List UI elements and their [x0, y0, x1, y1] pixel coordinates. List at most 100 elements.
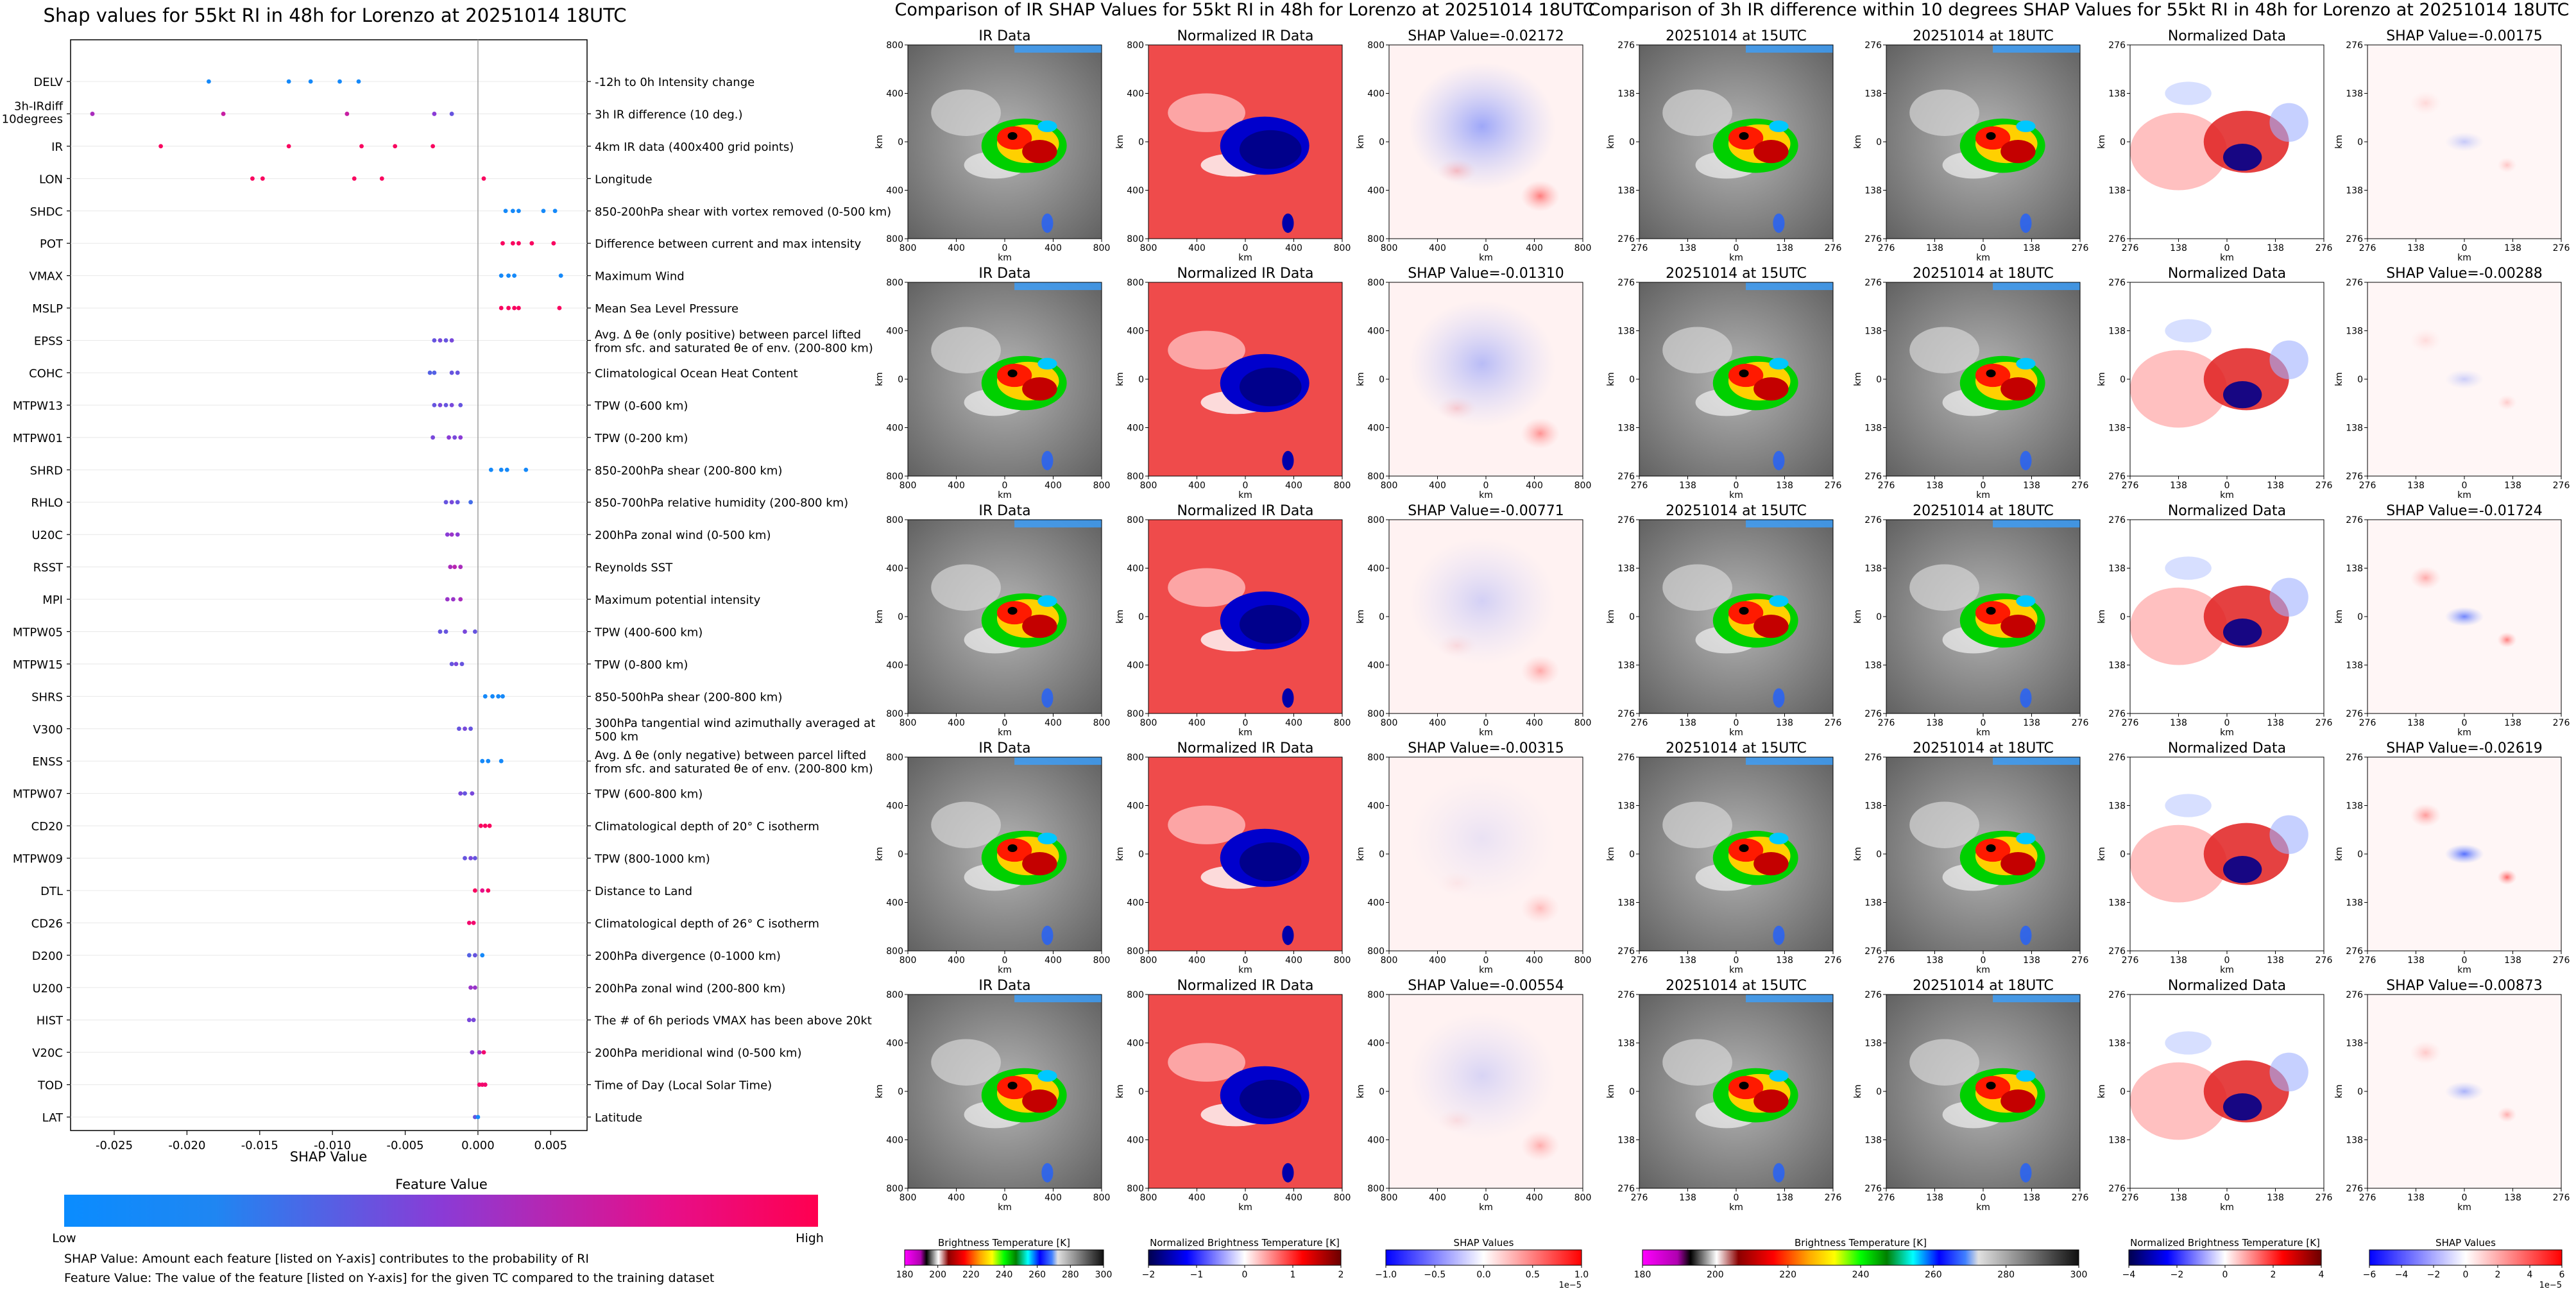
panel-y-tick-label: 138: [2346, 186, 2363, 196]
panel-y-label: km: [2097, 372, 2107, 386]
feature-description: Difference between current and max inten…: [595, 237, 862, 251]
shap-point: [379, 176, 384, 181]
panel-y-tick-label: 0: [1379, 612, 1385, 622]
shap-point: [468, 856, 473, 860]
panel-x-tick-label: 800: [1334, 481, 1351, 491]
panel-y-tick-label: 276: [1864, 1184, 1882, 1194]
panel-title: IR Data: [978, 740, 1030, 756]
panel-y-tick-label: 400: [1367, 186, 1385, 196]
panel-title: 20251014 at 18UTC: [1913, 28, 2054, 44]
shap-point: [445, 532, 450, 537]
colorbar-tick-label: 0: [1242, 1270, 1248, 1280]
panel-y-tick-label: 400: [886, 661, 903, 671]
feature-name: TOD: [37, 1079, 63, 1093]
panel-y-tick-label: 276: [2346, 753, 2363, 763]
shap-point: [490, 694, 495, 699]
panel-x-tick-label: 138: [2023, 718, 2040, 728]
panel-x-tick-label: 138: [2407, 718, 2425, 728]
panel-y-tick-label: 138: [1617, 661, 1635, 671]
panel-y-tick-label: 138: [1617, 564, 1635, 574]
panel-y-tick-label: 400: [886, 1136, 903, 1146]
panel-y-tick-label: 0: [1876, 849, 1882, 860]
panel-x-tick-label: 276: [1825, 243, 1842, 253]
panel-x-tick-label: 138: [2170, 243, 2187, 253]
colorbar-label: SHAP Values: [2435, 1237, 2496, 1249]
panel-y-tick-label: 276: [2346, 234, 2363, 244]
shap-point: [480, 758, 485, 764]
panel-y-tick-label: 0: [2120, 849, 2126, 860]
panel-y-tick-label: 276: [2346, 1184, 2363, 1194]
panel-y-tick-label: 138: [2346, 801, 2363, 812]
colorbar-tick-label: 220: [962, 1270, 980, 1280]
colorbar: [2128, 1249, 2322, 1266]
panel-x-tick-label: 276: [2359, 481, 2376, 491]
panel-y-tick-label: 276: [2346, 990, 2363, 1000]
panel-x-label: km: [1479, 253, 1493, 263]
panel-x-tick-label: 276: [2316, 243, 2333, 253]
colorbar-tick-label: 240: [996, 1270, 1013, 1280]
panel-y-tick-label: 138: [1617, 186, 1635, 196]
panel-y-label: km: [1853, 610, 1863, 624]
panel-y-tick-label: 800: [1367, 515, 1385, 525]
panel-y-tick-label: 0: [1379, 1087, 1385, 1097]
shap-point: [472, 985, 477, 990]
panel-x-tick-label: 0: [1002, 1193, 1008, 1203]
panel-y-label: km: [1606, 372, 1616, 386]
colorbar-tick-label: 180: [896, 1270, 914, 1280]
shap-point: [432, 402, 437, 407]
shap-point: [443, 629, 448, 634]
panel-x-tick-label: 138: [1776, 243, 1793, 253]
panel-title: SHAP Value=-0.00771: [1408, 503, 1564, 519]
panel-title: Normalized Data: [2168, 503, 2286, 519]
panel-y-tick-label: 276: [1864, 515, 1882, 525]
panel-x-tick-label: 800: [1381, 1193, 1398, 1203]
panel-x-tick-label: 276: [2316, 718, 2333, 728]
shap-point: [466, 1018, 472, 1023]
feature-description: Reynolds SST: [595, 561, 673, 575]
shap-point: [482, 694, 488, 699]
colorbar-label: Normalized Brightness Temperature [K]: [2130, 1237, 2320, 1249]
panel-y-tick-label: 400: [886, 89, 903, 99]
beeswarm-gridlines: [71, 81, 587, 1118]
panel-x-tick-label: 400: [1285, 481, 1302, 491]
feature-value-colorbar: [64, 1195, 818, 1227]
shap-point: [431, 435, 436, 440]
panel-y-tick-label: 0: [1379, 849, 1385, 860]
panel-x-tick-label: 276: [1878, 481, 1895, 491]
panel-y-tick-label: 400: [1367, 1136, 1385, 1146]
panel-y-tick-label: 400: [1367, 564, 1385, 574]
colorbar-tick-label: 260: [1028, 1270, 1046, 1280]
feature-description: TPW (600-800 km): [594, 788, 703, 801]
panel-y-tick-label: 0: [1876, 1087, 1882, 1097]
panel-x-tick-label: 276: [2359, 1193, 2376, 1203]
shap-point: [458, 791, 463, 796]
panel-y-tick-label: 276: [1617, 472, 1635, 482]
panel-y-tick-label: 276: [1617, 753, 1635, 763]
panel-y-tick-label: 400: [1127, 564, 1144, 574]
panel-x-label: km: [1238, 490, 1252, 500]
panel-title: 20251014 at 15UTC: [1666, 28, 1807, 44]
shap-point: [475, 1114, 481, 1120]
panel-x-tick-label: 800: [900, 718, 917, 728]
panel-y-tick-label: 276: [2108, 1184, 2126, 1194]
colorbar-tick-label: 4: [2319, 1270, 2324, 1280]
panel-x-label: km: [1729, 728, 1743, 738]
shap-point: [486, 758, 491, 764]
panel-title: 20251014 at 15UTC: [1666, 503, 1807, 519]
panel-x-tick-label: 0: [2224, 243, 2230, 253]
panel-y-tick-label: 800: [886, 1184, 903, 1194]
panel-y-tick-label: 138: [1617, 1136, 1635, 1146]
panel-x-tick-label: 276: [1825, 718, 1842, 728]
panel-y-tick-label: 0: [1876, 375, 1882, 385]
shap-point: [468, 500, 473, 505]
panel-y-tick-label: 276: [2346, 472, 2363, 482]
panel-y-tick-label: 800: [886, 515, 903, 525]
shap-negative-region: [1408, 774, 1556, 903]
panel-x-tick-label: 0: [1981, 1193, 1986, 1203]
panel-x-tick-label: 400: [948, 243, 965, 253]
feature-name: 3h-IRdiff 10degrees: [2, 99, 64, 126]
